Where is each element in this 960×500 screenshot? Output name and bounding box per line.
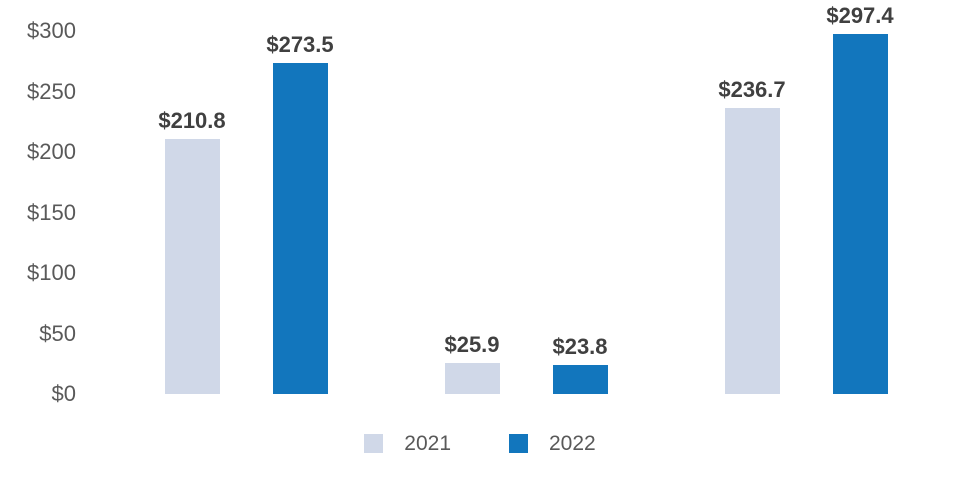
legend-entry-2021: 2021 — [364, 433, 451, 454]
plot-area: $210.8 $273.5 $25.9 $23.8 $236.7 $297.4 — [106, 5, 946, 394]
bar-value-label: $273.5 — [266, 32, 334, 58]
bar-group: $210.8 $273.5 — [106, 31, 386, 394]
legend-label: 2022 — [549, 432, 596, 455]
bar-group: $25.9 $23.8 — [386, 31, 666, 394]
bar-value-label: $23.8 — [552, 334, 608, 360]
bar-value-label: $297.4 — [826, 3, 894, 29]
bar-value-label: $210.8 — [158, 107, 226, 133]
legend-swatch — [509, 434, 528, 453]
y-axis-tick-label: $50 — [39, 320, 76, 346]
bar-group: $236.7 $297.4 — [666, 5, 946, 394]
y-axis-tick-label: $150 — [27, 199, 76, 225]
y-axis-tick-label: $0 — [51, 381, 76, 406]
y-axis-tick-label: $250 — [27, 78, 76, 104]
bar-2022: $23.8 — [552, 336, 608, 394]
legend: 2021 2022 — [0, 433, 960, 454]
legend-entry-2022: 2022 — [509, 433, 596, 454]
y-axis-tick-label: $200 — [27, 139, 76, 164]
bar-2021: $25.9 — [444, 333, 500, 394]
bar-2022: $273.5 — [266, 34, 334, 394]
y-axis-tick-label: $300 — [27, 18, 76, 43]
bar-value-label: $25.9 — [444, 331, 500, 357]
bar-2021: $236.7 — [718, 78, 786, 394]
legend-swatch — [364, 434, 384, 453]
bar-2021: $210.8 — [158, 109, 226, 394]
y-axis-tick-label: $100 — [27, 260, 76, 285]
bar-value-label: $236.7 — [718, 76, 786, 102]
legend-label: 2021 — [404, 432, 451, 455]
y-axis: $0 $50 $100 $150 $200 $250 $300 — [0, 20, 76, 405]
bar-2022: $297.4 — [826, 5, 894, 394]
